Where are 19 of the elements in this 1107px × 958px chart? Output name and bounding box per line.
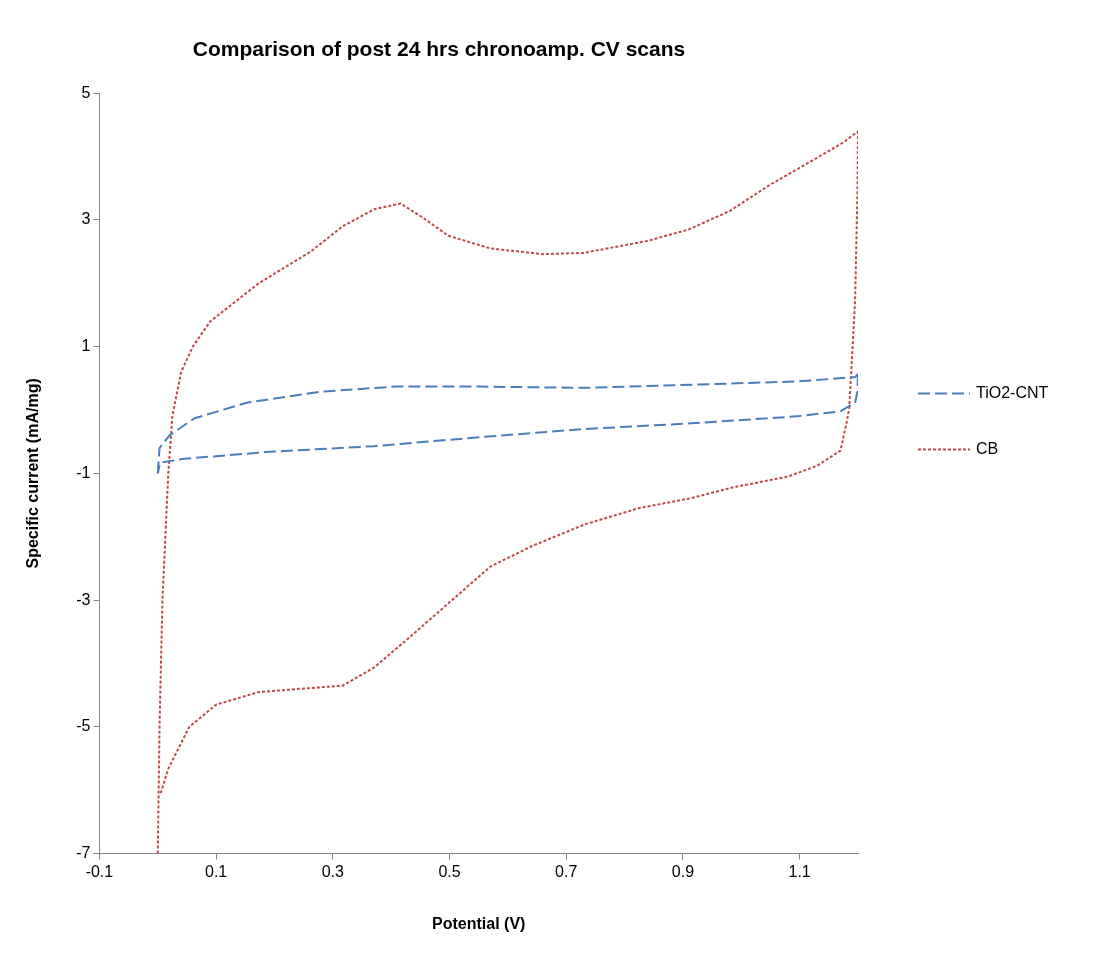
x-tick-label: 0.5 (438, 862, 461, 880)
y-tick-label: -5 (76, 717, 91, 735)
x-tick-label: 0.9 (671, 862, 695, 880)
y-tick-label: 3 (81, 210, 91, 228)
x-axis-title: Potential (V) (432, 914, 526, 932)
x-tick-label: 0.1 (205, 862, 228, 880)
legend-label: CB (976, 439, 999, 457)
legend-label: TiO2-CNT (976, 383, 1049, 401)
chart-title: Comparison of post 24 hrs chronoamp. CV scans (192, 37, 686, 61)
x-tick-label: 1.1 (788, 862, 811, 880)
y-tick-label: 5 (81, 83, 91, 101)
y-tick-label: -7 (76, 844, 91, 862)
y-tick-label: -3 (76, 590, 91, 608)
y-axis-title: Specific current (mA/mg) (24, 378, 42, 569)
x-tick-label: -0.1 (85, 862, 114, 880)
x-tick-label: 0.3 (321, 862, 345, 880)
y-tick-label: -1 (76, 463, 91, 481)
y-tick-label: 1 (81, 337, 91, 355)
x-tick-label: 0.7 (555, 862, 578, 880)
